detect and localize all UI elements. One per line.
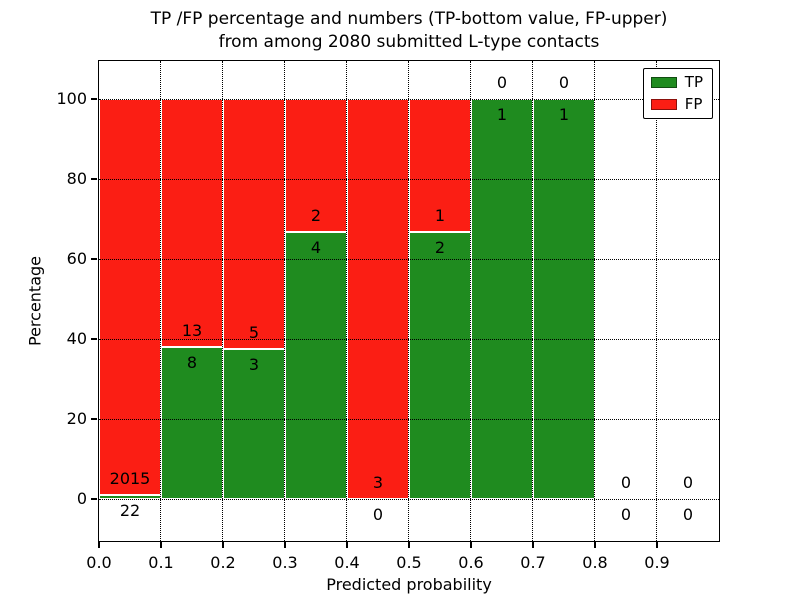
bar-tp-count-label: 4	[310, 238, 322, 258]
bar-tp-count-label: 3	[248, 355, 260, 374]
bar-tp-count-label: 0	[682, 505, 694, 524]
y-tick-mark	[91, 498, 97, 500]
x-tick-label: 0.2	[210, 553, 236, 572]
bar-fp-count-label: 5	[248, 323, 260, 342]
x-tick-label: 0.0	[86, 553, 112, 572]
bar-tp-count-label: 2	[434, 238, 446, 258]
x-tick-mark	[284, 542, 286, 548]
x-tick-mark	[656, 542, 658, 548]
bar-fp-count-label: 2015	[109, 468, 151, 488]
fp-swatch-icon	[650, 99, 677, 110]
x-tick-label: 0.1	[148, 553, 174, 572]
chart-title-line1: TP /FP percentage and numbers (TP-bottom…	[150, 9, 668, 29]
chart-title-line2: from among 2080 submitted L-type contact…	[218, 32, 600, 52]
x-tick-label: 0.8	[582, 553, 608, 572]
x-tick-mark	[160, 542, 162, 548]
bar-tp-count-label: 0	[372, 505, 384, 524]
bar-tp-count-label: 22	[119, 500, 141, 520]
y-tick-mark	[91, 178, 97, 180]
x-tick-mark	[346, 542, 348, 548]
y-tick-label: 20	[66, 409, 87, 428]
y-tick-label: 40	[66, 329, 87, 348]
bar-segment-tp	[409, 232, 471, 499]
bar-fp-count-label: 0	[496, 73, 508, 92]
x-tick-label: 0.9	[644, 553, 670, 572]
ticks-layer: 0 20 40 60 80 100 0.0 0.1 0.2 0.3 0.4 0.5 0.6 0.7 0.8 0…	[56, 61, 719, 572]
bar-segment-fp	[409, 99, 471, 233]
bar-segment-tp	[533, 99, 595, 499]
bar-fp-count-label: 1	[434, 206, 446, 226]
bar-segment-fp	[347, 99, 409, 499]
x-tick-mark	[594, 542, 596, 548]
legend-label-fp: FP	[684, 95, 703, 113]
x-tick-mark	[470, 542, 472, 548]
bar-segment-tp	[285, 232, 347, 499]
legend-label-tp: TP	[684, 73, 703, 91]
x-tick-label: 0.7	[520, 553, 546, 572]
x-tick-label: 0.6	[458, 553, 484, 572]
bar-segment-fp	[285, 99, 347, 233]
x-tick-mark	[532, 542, 534, 548]
legend: TP FP	[642, 68, 713, 119]
legend-item-tp: TP	[650, 73, 703, 91]
y-tick-label: 60	[66, 249, 87, 268]
y-tick-label: 80	[66, 169, 87, 188]
y-tick-mark	[91, 338, 97, 340]
bar-tp-count-label: 1	[558, 105, 570, 124]
bar-tp-count-label: 8	[186, 352, 198, 372]
x-tick-label: 0.5	[396, 553, 422, 572]
x-tick-label: 0.4	[334, 553, 360, 572]
bar-segment-fp	[223, 99, 285, 349]
bar-fp-count-label: 13	[181, 320, 203, 340]
bar-fp-count-label: 0	[620, 473, 632, 492]
x-tick-mark	[408, 542, 410, 548]
y-tick-mark	[91, 98, 97, 100]
y-tick-label: 0	[76, 489, 87, 508]
bar-tp-count-label: 0	[620, 505, 632, 524]
tp-swatch-icon	[650, 77, 677, 88]
y-tick-mark	[91, 418, 97, 420]
bar-segment-tp	[471, 99, 533, 499]
bar-fp-count-label: 3	[372, 473, 384, 492]
chart-title: TP /FP percentage and numbers (TP-bottom…	[98, 8, 720, 54]
x-tick-label: 0.3	[272, 553, 298, 572]
x-tick-mark	[98, 542, 100, 548]
bar-fp-count-label: 2	[310, 206, 322, 226]
bar-segment-tp	[161, 346, 223, 499]
y-tick-mark	[91, 258, 97, 260]
bar-fp-count-label: 0	[558, 73, 570, 92]
bar-labels-layer: 2015 22 13 8 5 3 2 4 3 0 1 2 0 1 0 1 0 0 0 0	[99, 61, 719, 541]
bar-fp-count-label: 0	[682, 473, 694, 492]
plot-area: Percentage 2015 22 13 8 5 3 2 4 3 0 1 2 0 1 0 1 0 0 0 0 0 20…	[26, 60, 720, 594]
legend-item-fp: FP	[650, 95, 703, 113]
y-axis-label: Percentage	[25, 256, 45, 347]
x-axis-label: Predicted probability	[326, 575, 492, 594]
bar-tp-count-label: 1	[496, 105, 508, 124]
y-tick-label: 100	[56, 89, 87, 108]
bars-layer	[99, 61, 719, 541]
x-tick-mark	[222, 542, 224, 548]
